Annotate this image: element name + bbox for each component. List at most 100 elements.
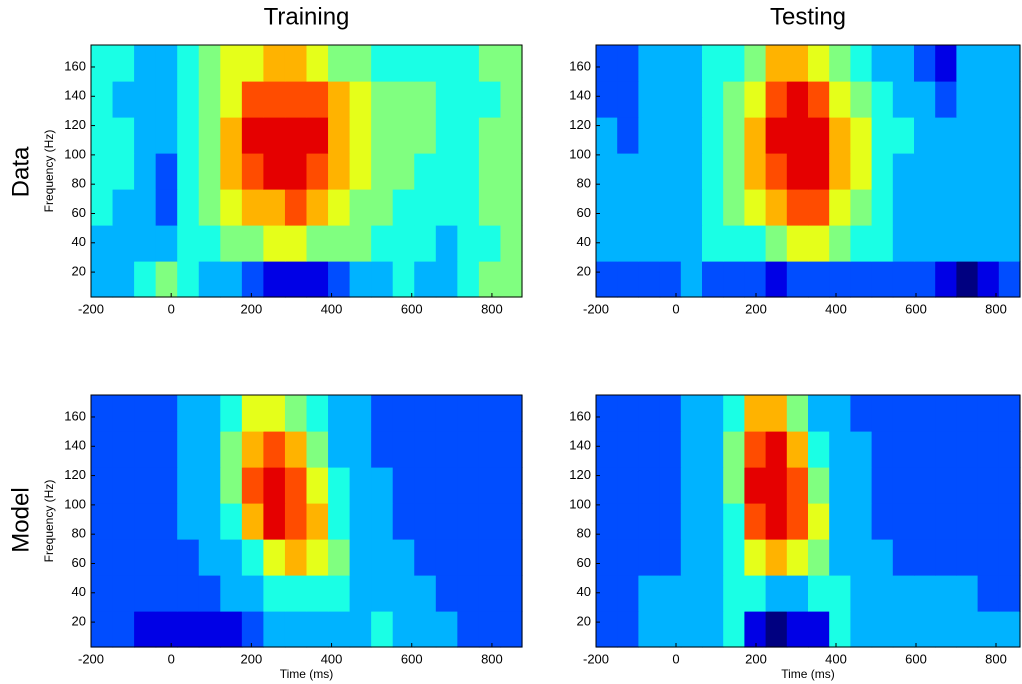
cell — [638, 431, 661, 468]
cell — [457, 467, 480, 504]
cell — [659, 153, 682, 190]
plot-frame — [90, 394, 523, 648]
y-tick-label: 40 — [72, 234, 86, 249]
cell — [435, 395, 458, 432]
cell — [284, 225, 308, 262]
cell — [808, 81, 830, 118]
cell — [935, 503, 957, 540]
cell — [478, 467, 502, 504]
cell — [284, 503, 308, 540]
cell — [617, 575, 639, 612]
cell — [786, 225, 809, 262]
cell — [457, 611, 480, 648]
cell — [241, 261, 264, 298]
cell — [284, 117, 308, 154]
cell — [414, 117, 437, 154]
y-tick-label: 160 — [64, 408, 86, 423]
x-tick-label: 800 — [985, 301, 1007, 316]
cell — [112, 503, 135, 540]
cell — [829, 225, 851, 262]
cell — [263, 225, 286, 262]
cell — [306, 575, 329, 612]
cell — [371, 45, 394, 82]
cell — [371, 189, 394, 226]
cell — [371, 467, 394, 504]
cell — [892, 539, 915, 576]
cell — [500, 81, 523, 118]
cell — [112, 395, 135, 432]
cell — [998, 539, 1021, 576]
cell — [765, 575, 788, 612]
cell — [112, 81, 135, 118]
cell — [617, 467, 639, 504]
cell — [871, 261, 894, 298]
cell — [198, 395, 221, 432]
cell — [914, 431, 936, 468]
cell — [134, 189, 157, 226]
cell — [850, 225, 873, 262]
cell — [241, 225, 264, 262]
cell — [977, 467, 1000, 504]
cell — [808, 189, 830, 226]
cell — [284, 45, 308, 82]
cell — [638, 153, 661, 190]
cell — [596, 611, 618, 648]
cell — [998, 153, 1021, 190]
cell — [112, 153, 135, 190]
cell — [808, 225, 830, 262]
cell — [220, 189, 243, 226]
y-tick-label: 60 — [577, 555, 591, 570]
cell — [723, 45, 745, 82]
cell — [829, 467, 851, 504]
cell — [744, 467, 767, 504]
cell — [680, 117, 703, 154]
cell — [328, 467, 351, 504]
cell — [306, 261, 329, 298]
cell — [871, 153, 894, 190]
x-tick-label: 400 — [321, 651, 343, 666]
x-axis-label: Time (ms) — [781, 667, 835, 681]
cell — [977, 611, 1000, 648]
cell — [328, 503, 351, 540]
cell — [829, 117, 851, 154]
cell — [220, 575, 243, 612]
cell — [596, 189, 618, 226]
x-tick-label: 200 — [745, 301, 767, 316]
cell — [786, 189, 809, 226]
cell — [328, 575, 351, 612]
cell — [850, 81, 873, 118]
cell — [871, 575, 894, 612]
cell — [596, 225, 618, 262]
cell — [638, 467, 661, 504]
cell — [435, 467, 458, 504]
cell — [808, 575, 830, 612]
cell — [977, 539, 1000, 576]
cell — [306, 45, 329, 82]
cell — [457, 117, 480, 154]
cell — [850, 539, 873, 576]
cell — [112, 575, 135, 612]
cell — [617, 539, 639, 576]
cell — [414, 611, 437, 648]
cell — [659, 575, 682, 612]
cell — [680, 611, 703, 648]
cell — [263, 431, 286, 468]
y-tick-label: 80 — [72, 176, 86, 191]
cell — [935, 153, 957, 190]
cell — [155, 153, 178, 190]
cell — [177, 225, 200, 262]
heatmap — [596, 395, 1021, 648]
cell — [198, 575, 221, 612]
cell — [744, 189, 767, 226]
cell — [871, 225, 894, 262]
cell — [850, 189, 873, 226]
cell — [744, 45, 767, 82]
y-tick-label: 120 — [64, 467, 86, 482]
cell — [328, 225, 351, 262]
cell — [414, 539, 437, 576]
cell — [829, 395, 851, 432]
cell — [241, 189, 264, 226]
cell — [935, 117, 957, 154]
cell — [659, 467, 682, 504]
cell — [328, 395, 351, 432]
